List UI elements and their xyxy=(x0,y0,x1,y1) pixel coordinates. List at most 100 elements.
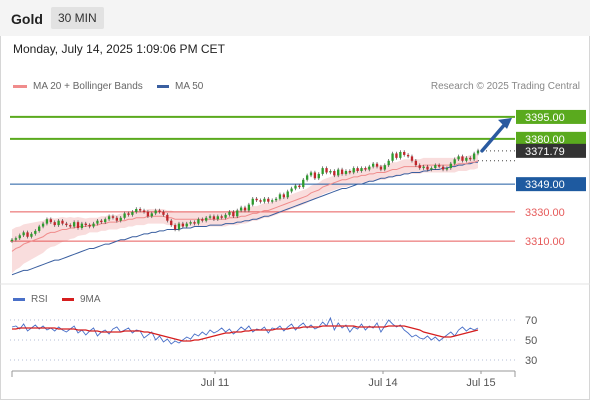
candle-body xyxy=(138,209,142,211)
candle-body xyxy=(333,171,336,176)
candle-body xyxy=(181,223,185,227)
candle-body xyxy=(41,223,45,227)
rsi-tick-70: 70 xyxy=(525,315,537,327)
candle-body xyxy=(379,166,383,170)
candle-body xyxy=(375,163,379,167)
candle-body xyxy=(228,211,231,215)
candle-body xyxy=(158,210,161,212)
candle-body xyxy=(173,225,177,230)
level-label-3349.00: 3349.00 xyxy=(525,179,565,191)
candle-body xyxy=(329,171,332,173)
candle-body xyxy=(383,165,386,170)
candle-body xyxy=(426,166,429,170)
candle-body xyxy=(197,219,200,224)
candle-body xyxy=(387,160,390,166)
candle-body xyxy=(274,198,278,201)
candle-body xyxy=(371,163,375,167)
candle-body xyxy=(271,200,274,202)
legend-ma50-label: MA 50 xyxy=(175,81,204,92)
candle-body xyxy=(14,238,18,240)
candle-body xyxy=(216,216,219,220)
candle-body xyxy=(445,168,449,170)
candle-body xyxy=(305,175,309,180)
candle-body xyxy=(344,171,348,174)
candle-body xyxy=(146,211,150,217)
candle-body xyxy=(92,223,95,227)
candle-body xyxy=(30,233,33,237)
candle-body xyxy=(302,179,305,188)
candle-body xyxy=(449,163,452,169)
time-label-Jul-14: Jul 14 xyxy=(368,377,397,389)
candle-body xyxy=(224,214,227,218)
candle-body xyxy=(414,160,418,166)
current-price-tag xyxy=(516,143,586,158)
candle-body xyxy=(72,222,76,227)
candle-body xyxy=(10,239,14,242)
level-tag-3380.00 xyxy=(516,131,586,146)
candle-body xyxy=(162,211,165,215)
candle-body xyxy=(399,152,402,158)
candle-body xyxy=(406,154,410,157)
candle-body xyxy=(61,220,64,224)
ma50-line xyxy=(11,161,478,276)
candle-body xyxy=(368,166,371,170)
candle-body xyxy=(201,219,204,221)
candle-body xyxy=(76,222,80,228)
candle-body xyxy=(65,223,68,226)
candle-body xyxy=(282,194,285,198)
rsi-tick-50: 50 xyxy=(525,335,537,347)
legend-rsi-label: RSI xyxy=(31,294,48,305)
candle-body xyxy=(403,152,406,155)
current-price-label: 3371.79 xyxy=(525,146,565,158)
candle-body xyxy=(360,168,363,171)
candle-body xyxy=(441,166,445,170)
candle-body xyxy=(212,216,216,220)
candle-body xyxy=(430,168,433,170)
level-tag-3395.00 xyxy=(516,109,586,124)
candle-body xyxy=(259,200,262,202)
candle-body xyxy=(127,213,130,215)
candle-body xyxy=(290,188,293,192)
candle-body xyxy=(352,168,355,173)
timestamp: Monday, July 14, 2025 1:09:06 PM CET xyxy=(13,42,225,56)
candle-body xyxy=(84,223,87,226)
legend-rsi-swatch xyxy=(13,298,25,301)
candle-body xyxy=(154,210,157,214)
candle-body xyxy=(469,157,472,160)
candle-body xyxy=(38,226,41,231)
candle-body xyxy=(418,165,421,169)
candle-body xyxy=(185,223,188,227)
candle-body xyxy=(205,217,208,221)
candle-body xyxy=(461,156,464,161)
legend-rsi: RSI xyxy=(13,294,48,305)
candle-body xyxy=(104,219,107,223)
candle-body xyxy=(142,210,146,212)
chart-header: Gold 30 MIN xyxy=(0,0,590,36)
candle-body xyxy=(193,222,196,224)
candle-body xyxy=(465,157,468,161)
candle-body xyxy=(150,213,153,217)
candle-body xyxy=(298,185,301,188)
candle-body xyxy=(472,153,476,160)
candle-body xyxy=(267,198,270,202)
candle-body xyxy=(80,223,84,228)
candle-body xyxy=(325,168,328,173)
candle-body xyxy=(34,230,37,234)
candle-body xyxy=(294,185,297,189)
time-label-Jul-15: Jul 15 xyxy=(466,377,495,389)
candle-body xyxy=(170,220,173,226)
credit-text: Research © 2025 Trading Central xyxy=(430,81,580,92)
candle-body xyxy=(278,194,282,199)
candle-body xyxy=(26,232,29,237)
candle-body xyxy=(177,223,181,230)
candle-body xyxy=(166,214,169,221)
instrument-title: Gold xyxy=(11,11,43,27)
time-label-Jul-11: Jul 11 xyxy=(201,377,230,389)
candle-body xyxy=(69,225,72,227)
legend-9ma-swatch xyxy=(62,298,74,301)
candle-body xyxy=(476,150,480,154)
level-label-3380.00: 3380.00 xyxy=(525,134,565,146)
timeframe-badge[interactable]: 30 MIN xyxy=(51,7,104,29)
candle-body xyxy=(457,156,460,160)
